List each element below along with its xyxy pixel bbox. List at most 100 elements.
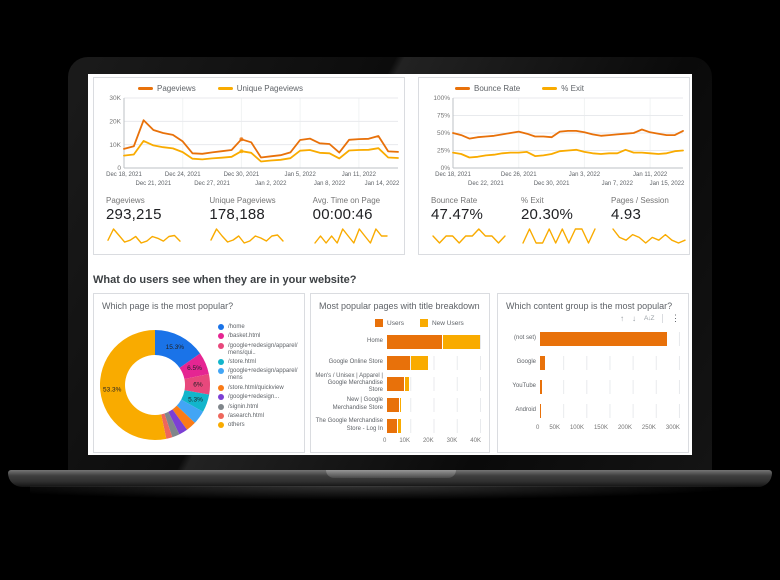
bar-segment[interactable] <box>540 356 545 370</box>
bar-segment-users[interactable] <box>387 397 399 412</box>
scorecard-value: 293,215 <box>106 206 162 223</box>
bar-segment[interactable] <box>540 332 668 346</box>
scorecard-label: Pageviews <box>106 196 145 205</box>
arrow-up-icon[interactable]: ↑ <box>619 314 624 323</box>
legend-label: Pageviews <box>157 84 196 93</box>
scorecard-label: Pages / Session <box>611 196 669 205</box>
pie-slice-label: 5.3% <box>188 396 203 403</box>
pie-slice[interactable] <box>155 330 201 368</box>
laptop-shadow <box>30 486 750 500</box>
legend-color-dot <box>218 403 224 410</box>
bar-segment[interactable] <box>540 380 542 394</box>
users-swatch <box>375 319 383 327</box>
x-axis-tick: Jan 7, 2022 <box>602 181 634 187</box>
legend-item: /google+redesign... <box>218 394 301 401</box>
x-axis-tick: 150K <box>593 425 608 431</box>
more-options-icon[interactable]: ⋮ <box>671 313 680 323</box>
y-axis-tick: 10K <box>109 142 121 149</box>
sort-az-icon[interactable]: A↓Z <box>643 315 655 322</box>
legend-label: /asearch.html <box>228 412 265 419</box>
pie-slice[interactable] <box>99 330 167 440</box>
legend-label: Bounce Rate <box>474 84 521 93</box>
engagement-scorecards: Bounce Rate 47.47% % Exit 20.30% Pages /… <box>419 196 689 251</box>
legend-label: /signin.html <box>228 403 259 410</box>
legend-color-dot <box>218 384 224 391</box>
x-axis-tick: 0 <box>383 438 387 444</box>
bar-segment-new-users[interactable] <box>405 376 410 391</box>
x-axis-tick: 40K <box>470 438 481 444</box>
bar-row: New | Google Merchandise Store <box>315 394 481 415</box>
x-axis-tick: 300K <box>665 425 680 431</box>
pie-slice[interactable] <box>181 390 210 412</box>
bar-category-label: The Google Merchandise Store - Log In <box>315 418 383 432</box>
scorecard-value: 47.47% <box>431 206 484 223</box>
toolbar-divider <box>662 314 663 323</box>
bar-segment-new-users[interactable] <box>411 355 428 370</box>
pages-stacked-bar-chart[interactable]: Home Google Online Store Men's / Unisex | … <box>315 331 481 436</box>
x-axis-tick: Dec 21, 2021 <box>136 181 172 187</box>
chart-toolbar: ↑ ↓ A↓Z ⋮ <box>620 313 680 324</box>
bar-track <box>387 418 481 433</box>
scorecard-label: % Exit <box>521 196 544 205</box>
pie-slice[interactable] <box>176 399 204 423</box>
scorecard-pageviews: Pageviews 293,215 <box>94 196 197 251</box>
legend-color-dot <box>218 422 224 429</box>
bar-category-label: New | Google Merchandise Store <box>332 397 383 411</box>
x-axis-tick: 250K <box>641 425 656 431</box>
legend-label: /store.html/quickview <box>228 384 284 391</box>
legend-color-dot <box>218 368 224 375</box>
bar-segment-new-users[interactable] <box>397 418 401 433</box>
bar-segment-users[interactable] <box>387 334 442 349</box>
bar-segment-users[interactable] <box>387 376 405 391</box>
traffic-scorecards: Pageviews 293,215 Unique Pageviews 178,1… <box>94 196 404 251</box>
bar-segment[interactable] <box>540 404 541 418</box>
x-axis-tick: Dec 24, 2021 <box>165 172 201 178</box>
pie-slice[interactable] <box>161 413 173 439</box>
x-axis-tick: Jan 5, 2022 <box>284 172 316 178</box>
x-axis-tick: Jan 8, 2022 <box>314 181 346 187</box>
legend-label: /google+redesign/apparel/mens/qui.. <box>228 342 298 356</box>
pie-slice[interactable] <box>184 374 210 395</box>
bar-track <box>387 376 481 391</box>
sparkline <box>209 226 300 251</box>
users-bar-legend: Users New Users <box>375 319 489 327</box>
pie-slice[interactable] <box>164 411 180 438</box>
legend-label: Unique Pageviews <box>236 84 303 93</box>
sparkline <box>431 226 509 251</box>
bounce-exit-time-series-chart[interactable]: 0% 25% 50% 75% 100% Dec 18, 2021 Dec 26, 2021 J… <box>419 94 689 199</box>
sparkline <box>106 226 197 251</box>
pageviews-time-series-chart[interactable]: 0 10K 20K 30K Dec 18, 2021 Dec 24, 2021 Dec 30… <box>94 94 404 199</box>
x-axis-tick: Dec 22, 2021 <box>468 181 504 187</box>
percent-exit-line-swatch <box>542 87 558 90</box>
line-chart-svg: 0% 25% 50% 75% 100% Dec 18, 2021 Dec 26, 2021 J… <box>433 95 685 187</box>
bar-row: Men's / Unisex | Apparel | Google Mercha… <box>315 373 481 394</box>
bar-row: (not set) <box>502 327 680 351</box>
sparkline <box>611 226 689 251</box>
new-users-swatch <box>419 319 428 327</box>
sparkline <box>521 226 599 251</box>
bar-segment-new-users[interactable] <box>399 397 402 412</box>
bar-row: Google <box>502 351 680 375</box>
legend-item: /google+redesign/apparel/mens/qui.. <box>218 342 301 357</box>
legend-label: /google+redesign... <box>228 394 280 401</box>
bar-category-label: Google <box>516 359 536 366</box>
x-axis-tick: 100K <box>569 425 584 431</box>
bar-segment-users[interactable] <box>387 355 411 370</box>
legend-color-dot <box>218 412 224 419</box>
pie-slice[interactable] <box>179 353 209 380</box>
pie-slice[interactable] <box>168 409 188 435</box>
pages-donut-chart[interactable]: 15.3% 6.5% 6% 5.3% 53.3% <box>96 326 214 449</box>
y-axis-tick: 50% <box>437 130 450 137</box>
bar-segment-new-users[interactable] <box>442 334 480 349</box>
arrow-down-icon[interactable]: ↓ <box>631 314 636 323</box>
section-title: What do users see when they are in your … <box>93 274 357 286</box>
scorecard-label: Bounce Rate <box>431 196 478 205</box>
pie-slice[interactable] <box>172 405 195 430</box>
scorecard-value: 4.93 <box>611 206 641 223</box>
content-group-bar-chart[interactable]: (not set) Google YouTube Android <box>502 327 680 423</box>
bar-segment-users[interactable] <box>387 418 397 433</box>
legend-color-dot <box>218 342 224 349</box>
bar-row: The Google Merchandise Store - Log In <box>315 415 481 436</box>
bounce-rate-line-swatch <box>455 87 470 90</box>
bar-track <box>540 332 680 346</box>
